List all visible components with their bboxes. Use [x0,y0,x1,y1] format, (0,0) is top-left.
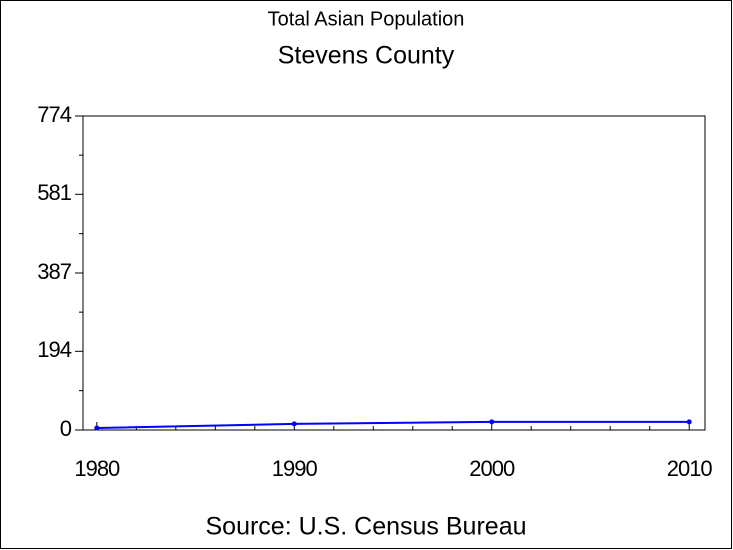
data-point [686,419,692,425]
x-tick-label: 2000 [469,456,515,481]
y-tick-label: 0 [60,416,72,441]
y-tick-label: 581 [37,180,71,205]
x-tick-label: 1980 [74,456,120,481]
data-point [291,421,297,427]
y-tick-label: 387 [37,259,71,284]
series-line [96,420,690,429]
plot-area [82,115,706,431]
x-tick-label: 1990 [272,456,318,481]
data-point [489,419,495,425]
chart-subtitle: Stevens County [278,42,455,70]
chart-title: Total Asian Population [268,8,465,30]
x-tick-label: 2010 [667,456,713,481]
data-point [94,425,100,431]
y-tick-label: 774 [37,102,71,127]
y-tick-label: 194 [37,337,71,362]
source-note: Source: U.S. Census Bureau [206,513,527,541]
